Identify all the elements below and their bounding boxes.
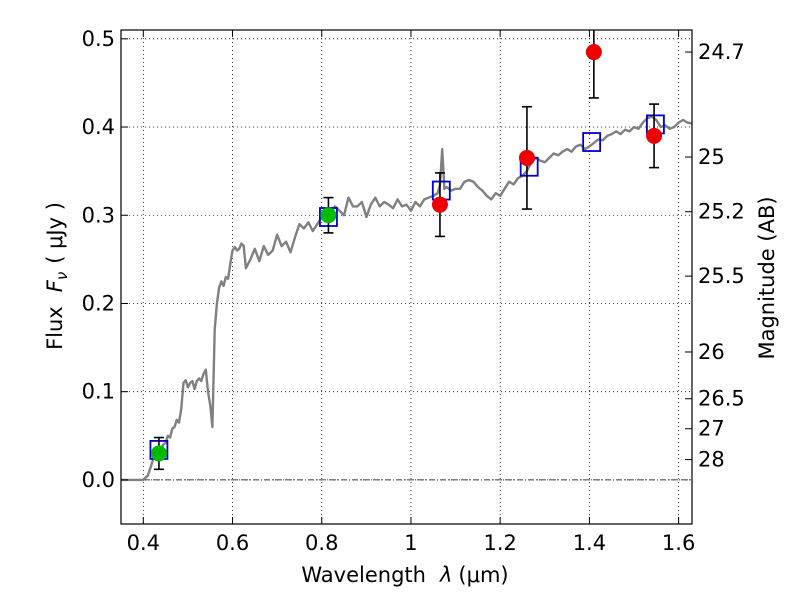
y2-tick-label: 27 [698, 417, 725, 441]
y2-tick-label: 28 [698, 448, 725, 472]
y2-axis-ticks: 24.7 25 25.2 25.5 26 26.5 27 28 [685, 40, 745, 472]
x-axis-label: Wavelength λ (μm) [301, 563, 508, 587]
x-tick-label: 1.4 [573, 531, 606, 555]
y2-tick-label: 25.2 [698, 200, 745, 224]
observed-point-red [646, 127, 663, 144]
model-spectrum-line [121, 115, 692, 482]
y2-tick-label: 26.5 [698, 387, 745, 411]
grid-lines [121, 30, 692, 524]
y-tick-label: 0.5 [82, 27, 115, 51]
observed-point-green [150, 445, 167, 462]
y-tick-label: 0.0 [82, 468, 115, 492]
observed-point-green [320, 207, 337, 224]
x-tick-label: 1.6 [662, 531, 695, 555]
x-tick-label: 0.4 [127, 531, 160, 555]
y2-tick-label: 25 [698, 145, 725, 169]
y2-tick-label: 25.5 [698, 264, 745, 288]
observed-point-red [518, 149, 535, 166]
observed-point-red [585, 44, 602, 61]
y2-tick-label: 24.7 [698, 40, 745, 64]
x-axis-ticks: 0.4 0.6 0.8 1 1.2 1.4 1.6 [127, 30, 695, 555]
y-tick-label: 0.3 [82, 203, 115, 227]
y2-axis-label: Magnitude (AB) [755, 196, 779, 359]
x-tick-label: 0.6 [216, 531, 249, 555]
plot-content [121, 30, 692, 482]
y-tick-label: 0.1 [82, 380, 115, 404]
y2-tick-label: 26 [698, 340, 725, 364]
x-tick-label: 0.8 [305, 531, 338, 555]
y-tick-label: 0.4 [82, 115, 115, 139]
model-photometry-square [582, 132, 602, 152]
plot-area [121, 30, 692, 482]
observed-point-red [431, 196, 448, 213]
y-tick-label: 0.2 [82, 291, 115, 315]
y-axis-label: FluxFν( μJy ) [43, 202, 71, 350]
y-axis-ticks: 0.0 0.1 0.2 0.3 0.4 0.5 [82, 27, 128, 492]
axes-frame [120, 29, 693, 525]
x-tick-label: 1 [404, 531, 417, 555]
x-tick-label: 1.2 [483, 531, 516, 555]
